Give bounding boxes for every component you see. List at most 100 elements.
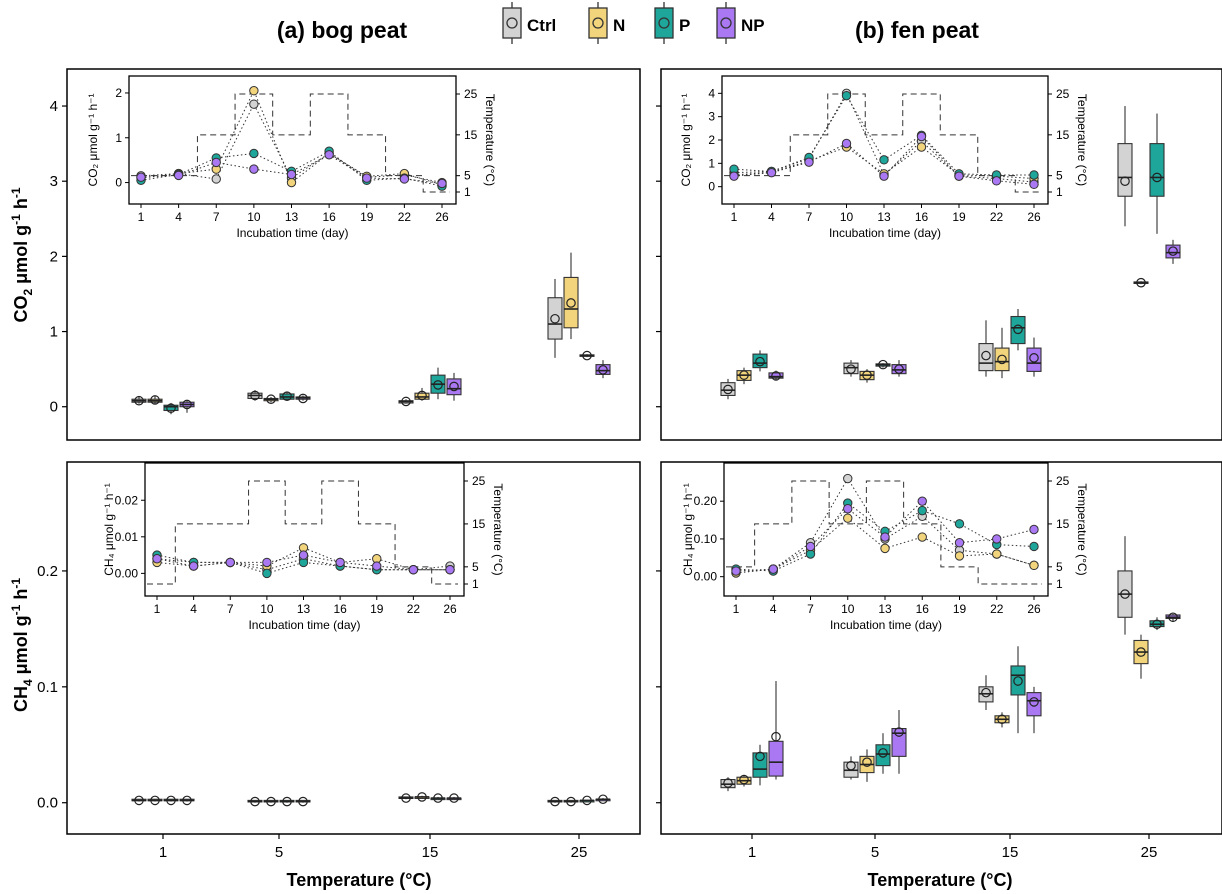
inset-temp-tick-label: 15 (1056, 517, 1070, 531)
inset-point-np (173, 170, 184, 181)
inset-point-ctrl (843, 473, 853, 484)
mean-marker (417, 390, 427, 401)
y-tick-label: 0.2 (37, 563, 58, 580)
inset-point-np (954, 171, 964, 181)
mean-marker (846, 760, 856, 771)
inset-temp-tick-label: 5 (1056, 560, 1063, 574)
legend-marker (592, 17, 604, 29)
inset-x-tick-label: 4 (175, 210, 182, 224)
inset-x-tick-label: 10 (840, 210, 854, 224)
box-n (994, 327, 1010, 379)
legend-marker (658, 17, 670, 29)
temperature-profile (131, 93, 450, 193)
mean-marker (266, 394, 276, 405)
inset-temp-tick-label: 25 (1056, 474, 1070, 488)
box-np (179, 399, 195, 413)
mean-marker (981, 687, 991, 698)
inset-point-p (249, 148, 259, 159)
box-ctrl (1117, 106, 1133, 227)
inset-point-n (843, 513, 853, 523)
inset-point-np (729, 171, 739, 181)
box-np (768, 681, 784, 780)
inset-point-np (805, 541, 816, 552)
x-tick-label: 5 (871, 844, 879, 861)
mean-marker (1013, 324, 1023, 335)
mean-marker (1168, 246, 1178, 256)
inset-y-tick-label: 0.02 (115, 493, 139, 507)
inset-point-np (408, 565, 419, 575)
mean-marker (134, 395, 144, 406)
inset-x-tick-label: 1 (733, 602, 740, 616)
box-np (1165, 239, 1181, 264)
box-np (1026, 686, 1042, 734)
mean-marker (739, 774, 749, 785)
y-tick-label: 2 (50, 248, 58, 265)
box-np (179, 795, 195, 806)
inset-point-np (768, 564, 778, 574)
box-p (163, 402, 179, 415)
inset-fen-co2: 0 1 2 3 4 1 4 7 10 13 16 19 22 26 Incubation time (day… (679, 75, 1089, 240)
mean-marker (550, 313, 560, 324)
panel-fen-co2: 0 1 2 3 4 1 4 7 10 13 16 19 22 26 Incubation time (day… (656, 68, 1222, 441)
inset-point-n (916, 142, 927, 152)
mean-marker (755, 356, 765, 367)
box-body (547, 297, 563, 340)
box-body (163, 404, 179, 412)
box-np (891, 360, 907, 377)
mean-marker (997, 354, 1007, 365)
inset-x-tick-label: 22 (990, 602, 1004, 616)
inset-x-tick-label: 19 (953, 602, 967, 616)
mean-marker (894, 727, 904, 737)
inset-point-np (372, 561, 382, 571)
inset-x-tick-label: 7 (806, 210, 813, 224)
inset-bog-ch4: 0.00 0.01 0.02 1 4 7 10 13 16 19 22 26 Incubation ti… (102, 462, 505, 632)
box-body (1026, 692, 1042, 717)
box-np (446, 372, 462, 401)
y-tick-label: 0.1 (37, 679, 58, 696)
mean-marker (582, 795, 592, 806)
inset-point-n (992, 549, 1002, 559)
inset-point-np (399, 174, 410, 184)
inset-point-np (917, 496, 927, 506)
x-tick-label: 1 (748, 844, 756, 861)
box-p (579, 350, 595, 361)
x-tick-label: 1 (159, 844, 167, 861)
inset-x-tick-label: 16 (916, 602, 930, 616)
box-ctrl (720, 378, 736, 400)
inset-x-tick-label: 26 (435, 210, 449, 224)
mean-marker (582, 350, 592, 361)
x-tick-label: 25 (1141, 844, 1158, 861)
box-p (875, 733, 891, 774)
inset-y-tick-label: 3 (708, 110, 715, 124)
mean-marker (1120, 589, 1130, 599)
legend-box-ctrl (502, 7, 522, 39)
inset-temp-tick-label: 15 (464, 128, 478, 142)
inset-x-tick-label: 16 (333, 602, 347, 616)
mean-marker (282, 391, 292, 401)
box-n (414, 792, 430, 802)
legend-marker (506, 17, 518, 29)
inset-series-line-n (733, 146, 1035, 179)
x-axis-title-right: Temperature (°C) (868, 870, 1013, 890)
mean-marker (755, 751, 765, 762)
temperature-profile (726, 480, 1042, 585)
box-p (752, 744, 768, 786)
x-tick-label: 25 (571, 844, 588, 861)
box-n (563, 796, 579, 807)
box-np (768, 370, 784, 381)
inset-temp-tick-label: 25 (464, 87, 478, 101)
mean-marker (1029, 697, 1039, 707)
inset-point-p (841, 90, 852, 101)
legend: Ctrl N P NP (502, 2, 765, 44)
inset-y-tick-label: 0.20 (694, 494, 718, 508)
y-axis-title-co2: CO2 μmol g-1 h-1 (9, 187, 35, 322)
box-ctrl (247, 390, 263, 401)
x-tick-label: 15 (1002, 844, 1019, 861)
inset-point-np (992, 534, 1002, 544)
box-body (1010, 665, 1026, 696)
inset-y-tick-label: 0.00 (115, 566, 139, 580)
box-p (279, 391, 295, 401)
inset-frame (144, 462, 465, 597)
box-ctrl (978, 675, 994, 711)
box-body (446, 378, 462, 396)
